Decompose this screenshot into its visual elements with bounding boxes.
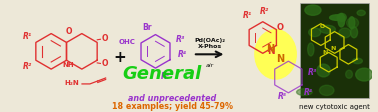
Text: R¹: R¹ xyxy=(23,32,33,41)
Text: O: O xyxy=(320,24,325,29)
Text: N: N xyxy=(266,44,275,54)
Text: R³: R³ xyxy=(176,35,185,44)
Ellipse shape xyxy=(317,64,330,77)
Text: O: O xyxy=(277,23,284,32)
Text: air: air xyxy=(206,63,214,68)
Ellipse shape xyxy=(319,85,334,96)
Text: R²: R² xyxy=(23,62,33,71)
Text: R²: R² xyxy=(260,7,270,16)
Ellipse shape xyxy=(345,70,352,78)
Text: +: + xyxy=(114,50,127,65)
Ellipse shape xyxy=(350,27,358,38)
Text: O: O xyxy=(101,59,108,68)
Text: N: N xyxy=(330,46,335,51)
Text: R³: R³ xyxy=(307,68,317,77)
Text: Pd(OAc)₂
X-Phos: Pd(OAc)₂ X-Phos xyxy=(194,38,225,49)
Text: O: O xyxy=(65,27,72,36)
Text: Br: Br xyxy=(143,23,152,32)
Ellipse shape xyxy=(353,58,363,64)
Ellipse shape xyxy=(297,89,312,96)
Text: N: N xyxy=(276,54,285,64)
Text: R⁴: R⁴ xyxy=(178,50,187,59)
FancyBboxPatch shape xyxy=(300,3,369,98)
Text: N: N xyxy=(267,47,274,56)
Text: R⁵: R⁵ xyxy=(161,72,170,81)
Ellipse shape xyxy=(305,5,321,15)
Ellipse shape xyxy=(347,18,359,28)
Text: OHC: OHC xyxy=(119,39,135,45)
Text: new cytotoxic agent: new cytotoxic agent xyxy=(299,104,370,110)
Text: NH: NH xyxy=(63,62,74,68)
Text: R⁵: R⁵ xyxy=(278,92,287,101)
Text: H₂N: H₂N xyxy=(65,80,79,86)
Ellipse shape xyxy=(308,28,321,37)
Ellipse shape xyxy=(349,17,355,29)
Text: and unprecedented: and unprecedented xyxy=(128,94,216,103)
Text: R⁴: R⁴ xyxy=(304,88,313,97)
Ellipse shape xyxy=(320,25,335,33)
Ellipse shape xyxy=(330,15,345,20)
Text: General: General xyxy=(123,65,202,83)
Ellipse shape xyxy=(338,14,345,27)
Ellipse shape xyxy=(356,68,373,81)
Ellipse shape xyxy=(308,43,314,56)
Ellipse shape xyxy=(339,28,351,38)
Ellipse shape xyxy=(357,10,365,16)
Text: N: N xyxy=(322,50,327,55)
Text: O: O xyxy=(101,34,108,43)
Text: R¹: R¹ xyxy=(242,11,252,20)
Ellipse shape xyxy=(255,30,296,79)
Ellipse shape xyxy=(337,13,346,22)
Text: 18 examples; yield 45-79%: 18 examples; yield 45-79% xyxy=(112,102,233,111)
